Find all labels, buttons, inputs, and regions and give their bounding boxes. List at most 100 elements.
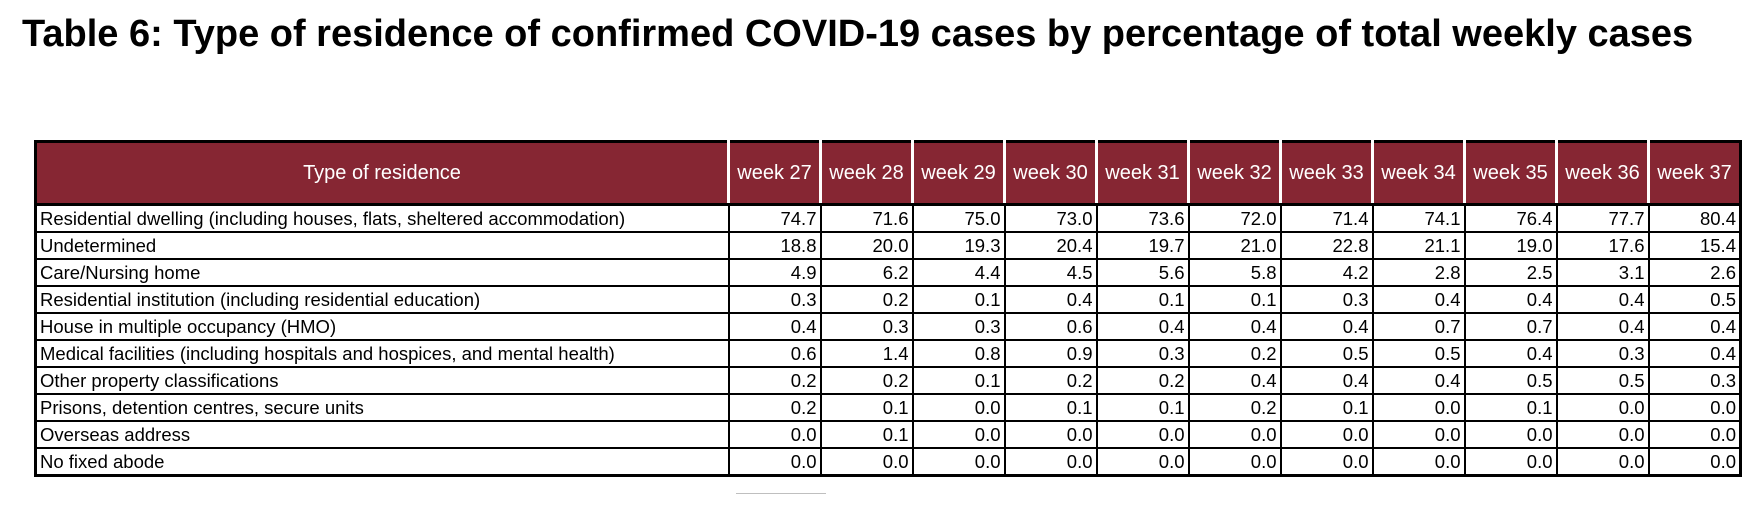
table-cell: 0.4 <box>1279 366 1374 395</box>
table-row: Prisons, detention centres, secure units… <box>34 393 1742 422</box>
table-cell: 74.7 <box>727 203 822 233</box>
table-cell: 71.4 <box>1279 203 1374 233</box>
table-row: No fixed abode 0.0 0.0 0.0 0.0 0.0 0.0 0.0 0.0 0.… <box>34 447 1742 477</box>
table-cell: 0.4 <box>1003 285 1098 314</box>
table-cell: 0.6 <box>1003 312 1098 341</box>
row-label: No fixed abode <box>34 447 730 477</box>
table-cell: 0.0 <box>1003 447 1098 477</box>
table-cell: 0.0 <box>911 420 1006 449</box>
table-cell: 77.7 <box>1555 203 1650 233</box>
table-cell: 0.3 <box>1555 339 1650 368</box>
table-cell: 0.0 <box>1371 393 1466 422</box>
table-cell: 0.0 <box>911 447 1006 477</box>
table-row: Overseas address 0.0 0.1 0.0 0.0 0.0 0.0 0.0 0.0… <box>34 420 1742 449</box>
table-cell: 0.0 <box>727 447 822 477</box>
table-cell: 0.2 <box>1003 366 1098 395</box>
table-cell: 0.4 <box>1187 312 1282 341</box>
table-cell: 20.4 <box>1003 231 1098 260</box>
row-label: Other property classifications <box>34 366 730 395</box>
table-cell: 0.4 <box>1555 312 1650 341</box>
row-label: Prisons, detention centres, secure units <box>34 393 730 422</box>
table-cell: 2.8 <box>1371 258 1466 287</box>
table-cell: 0.2 <box>1187 393 1282 422</box>
table-cell: 0.1 <box>1279 393 1374 422</box>
table-cell: 0.4 <box>1279 312 1374 341</box>
table-cell: 0.2 <box>819 285 914 314</box>
table-cell: 0.1 <box>1463 393 1558 422</box>
table-cell: 0.1 <box>1187 285 1282 314</box>
table-cell: 0.3 <box>727 285 822 314</box>
table-cell: 0.2 <box>1187 339 1282 368</box>
table-cell: 19.3 <box>911 231 1006 260</box>
table-cell: 0.5 <box>1371 339 1466 368</box>
table-cell: 0.0 <box>1371 447 1466 477</box>
row-label: House in multiple occupancy (HMO) <box>34 312 730 341</box>
table-cell: 0.0 <box>1003 420 1098 449</box>
table-cell: 76.4 <box>1463 203 1558 233</box>
table-cell: 0.0 <box>1095 420 1190 449</box>
divider <box>736 493 826 494</box>
table-cell: 17.6 <box>1555 231 1650 260</box>
table-cell: 21.1 <box>1371 231 1466 260</box>
table-header-row: Type of residence week 27 week 28 week 2… <box>35 141 1741 206</box>
column-header-week: week 35 <box>1463 141 1558 206</box>
table-cell: 71.6 <box>819 203 914 233</box>
column-header-week: week 33 <box>1279 141 1374 206</box>
table-row: Residential institution (including resid… <box>34 285 1742 314</box>
row-label: Overseas address <box>34 420 730 449</box>
table-cell: 0.0 <box>1279 420 1374 449</box>
table-cell: 0.1 <box>911 366 1006 395</box>
column-header-week: week 29 <box>911 141 1006 206</box>
table-cell: 0.4 <box>1555 285 1650 314</box>
table-cell: 0.0 <box>1279 447 1374 477</box>
table-row: Other property classifications 0.2 0.2 0.1 0… <box>34 366 1742 395</box>
table-cell: 18.8 <box>727 231 822 260</box>
table-cell: 0.3 <box>819 312 914 341</box>
table-cell: 0.3 <box>911 312 1006 341</box>
table-cell: 4.5 <box>1003 258 1098 287</box>
table-cell: 0.0 <box>1187 447 1282 477</box>
table-cell: 0.3 <box>1095 339 1190 368</box>
table-cell: 2.5 <box>1463 258 1558 287</box>
table-cell: 0.1 <box>819 393 914 422</box>
table-cell: 0.3 <box>1279 285 1374 314</box>
table-cell: 0.4 <box>1463 285 1558 314</box>
column-header-week: week 34 <box>1371 141 1466 206</box>
table-cell: 72.0 <box>1187 203 1282 233</box>
column-header-week: week 27 <box>727 141 822 206</box>
table-cell: 2.6 <box>1647 258 1742 287</box>
table-cell: 3.1 <box>1555 258 1650 287</box>
row-label: Undetermined <box>34 231 730 260</box>
table-cell: 0.8 <box>911 339 1006 368</box>
table-cell: 0.5 <box>1647 285 1742 314</box>
table-cell: 20.0 <box>819 231 914 260</box>
table-cell: 4.2 <box>1279 258 1374 287</box>
table-cell: 73.6 <box>1095 203 1190 233</box>
table-cell: 0.2 <box>727 393 822 422</box>
table-cell: 0.0 <box>1463 420 1558 449</box>
table-cell: 0.1 <box>1095 285 1190 314</box>
column-header-week: week 30 <box>1003 141 1098 206</box>
table-cell: 22.8 <box>1279 231 1374 260</box>
table-cell: 0.0 <box>1371 420 1466 449</box>
column-header-week: week 36 <box>1555 141 1650 206</box>
table-row: Medical facilities (including hospitals … <box>34 339 1742 368</box>
table-cell: 19.0 <box>1463 231 1558 260</box>
column-header-week: week 31 <box>1095 141 1190 206</box>
row-label: Residential institution (including resid… <box>34 285 730 314</box>
table-cell: 0.7 <box>1463 312 1558 341</box>
table-cell: 5.6 <box>1095 258 1190 287</box>
table-cell: 15.4 <box>1647 231 1742 260</box>
table-cell: 0.0 <box>1647 420 1742 449</box>
table-cell: 0.4 <box>1371 285 1466 314</box>
table-cell: 0.0 <box>1095 447 1190 477</box>
page-title: Table 6: Type of residence of confirmed … <box>22 13 1694 55</box>
table-cell: 0.1 <box>819 420 914 449</box>
table-row: Care/Nursing home 4.9 6.2 4.4 4.5 5.6 5.8 4.2 2.… <box>34 258 1742 287</box>
table-row: Residential dwelling (including houses, … <box>34 203 1742 233</box>
table-cell: 0.4 <box>727 312 822 341</box>
table-cell: 0.7 <box>1371 312 1466 341</box>
table-cell: 0.4 <box>1095 312 1190 341</box>
table-cell: 0.0 <box>1187 420 1282 449</box>
table-cell: 0.0 <box>727 420 822 449</box>
